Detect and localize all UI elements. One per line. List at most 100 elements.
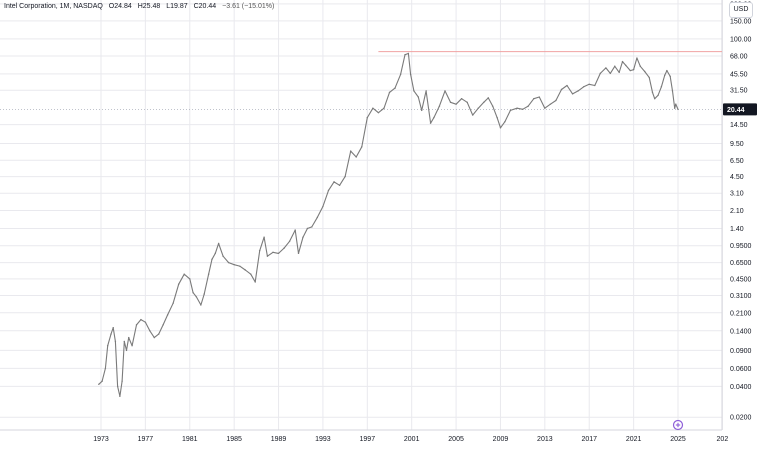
series-point [283, 247, 285, 249]
series-point [614, 65, 616, 67]
series-point [166, 314, 169, 316]
series-point [438, 105, 441, 107]
series-point [322, 205, 324, 208]
series-point [549, 103, 552, 105]
series-point [394, 87, 396, 89]
series-point [123, 340, 126, 343]
series-point [172, 302, 174, 304]
series-point [677, 108, 679, 111]
series-point [460, 98, 463, 100]
series-point [449, 101, 452, 103]
series-point [496, 116, 498, 119]
y-tick-label: 9.50 [730, 141, 744, 148]
y-tick-label: 1.40 [730, 226, 744, 233]
x-tick-label: 2013 [537, 436, 553, 443]
series-point [675, 103, 677, 105]
series-point [621, 60, 624, 63]
series-point [306, 227, 309, 230]
series-point [144, 321, 147, 323]
series-point [377, 111, 380, 114]
last-price-label: 20.44 [727, 107, 745, 114]
x-tick-label: 2017 [581, 436, 597, 443]
series-point [316, 216, 319, 219]
last-price-badge [723, 103, 757, 116]
series-point [657, 94, 659, 97]
y-tick-label: 4.50 [730, 174, 744, 181]
high-value: H25.48 [137, 3, 161, 10]
series-point [104, 367, 107, 370]
series-point [521, 108, 524, 110]
x-tick-label: 2009 [493, 436, 509, 443]
series-point [372, 107, 374, 109]
series-point [472, 114, 474, 116]
series-point [632, 68, 635, 71]
series-point [420, 109, 423, 112]
series-point [200, 304, 202, 306]
series-point [272, 251, 274, 253]
series-point [618, 71, 620, 74]
series-point [629, 69, 631, 72]
series-point [388, 91, 391, 94]
series-point [455, 103, 457, 105]
series-point [244, 269, 246, 271]
series-point [660, 86, 663, 88]
y-tick-label: 0.0200 [730, 415, 752, 422]
series-point [327, 189, 330, 192]
series-point [413, 90, 415, 92]
series-point [466, 101, 468, 103]
series-point [555, 99, 557, 102]
symbol-line: Intel Corporation, 1M, NASDAQ [4, 3, 103, 10]
x-tick-label: 2001 [404, 436, 420, 443]
y-tick-label: 100.00 [730, 36, 752, 43]
series-point [207, 273, 210, 275]
series-point [217, 242, 220, 245]
x-tick-label: 1977 [138, 436, 154, 443]
series-point [277, 252, 280, 255]
series-point [499, 127, 502, 129]
series-point [106, 345, 109, 347]
series-point [333, 181, 335, 183]
series-point [577, 90, 579, 92]
series-point [429, 122, 432, 124]
series-point [98, 383, 100, 385]
series-point [566, 84, 568, 87]
series-point [125, 349, 128, 352]
y-tick-label: 0.9500 [730, 243, 752, 250]
series-point [663, 74, 666, 77]
plus-circle-icon[interactable] [672, 419, 684, 431]
x-tick-label: 2021 [626, 436, 642, 443]
series-point [560, 88, 563, 91]
series-point [588, 83, 590, 85]
series-point [509, 109, 512, 112]
series-point [582, 86, 585, 88]
series-point [140, 318, 142, 321]
series-point [644, 70, 646, 73]
series-point [594, 84, 596, 87]
y-tick-label: 0.0400 [730, 384, 752, 391]
series-point [516, 107, 518, 109]
y-tick-label: 0.4500 [730, 276, 752, 283]
y-tick-label: 0.6500 [730, 260, 752, 267]
y-tick-label: 150.00 [730, 18, 752, 25]
series-point [222, 255, 224, 257]
series-point [119, 395, 121, 398]
series-point [409, 73, 412, 76]
series-point [297, 252, 300, 255]
series-point [366, 116, 369, 119]
series-point [648, 76, 650, 79]
chart-legend: Intel Corporation, 1M, NASDAQ O24.84 H25… [4, 3, 274, 10]
series-point [211, 258, 213, 260]
open-value: O24.84 [108, 3, 132, 10]
series-point [149, 330, 151, 332]
series-point [250, 273, 252, 275]
series-point [671, 90, 674, 92]
series-point [444, 90, 446, 92]
series-point [233, 263, 235, 266]
series-point [288, 240, 291, 242]
x-tick-label: 1989 [271, 436, 287, 443]
series-point [666, 69, 668, 72]
currency-button[interactable]: USD [729, 2, 753, 18]
series-point [153, 336, 155, 339]
